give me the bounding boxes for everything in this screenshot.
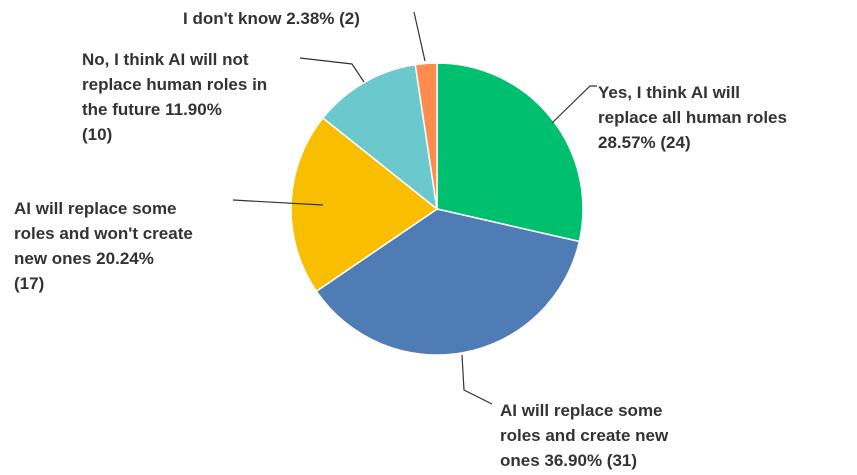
label-line: (17) (14, 274, 45, 293)
label-line: AI will replace some (500, 401, 663, 420)
slice-label-no-not-replace: No, I think AI will not replace human ro… (82, 47, 267, 147)
label-line: I don't know 2.38% (2) (183, 9, 360, 28)
leader-line (413, 11, 426, 62)
label-line: roles and create new (500, 426, 669, 445)
label-line: roles and won't create (14, 224, 193, 243)
leader-line (299, 57, 365, 83)
slice-yes-replace-all (436, 62, 584, 243)
leader-line (551, 85, 597, 124)
label-line: new ones 20.24% (14, 249, 154, 268)
slice-dont-know (414, 62, 438, 210)
label-line: (10) (82, 125, 113, 144)
slice-label-yes-replace-all: Yes, I think AI will replace all human r… (598, 80, 787, 155)
label-line: 28.57% (24) (598, 133, 691, 152)
label-line: the future 11.90% (82, 100, 222, 119)
slice-no-not-replace (321, 63, 439, 211)
label-line: replace all human roles (598, 108, 787, 127)
slice-replace-some-create-new (315, 208, 581, 356)
label-line: Yes, I think AI will (598, 83, 741, 102)
label-line: AI will replace some (14, 199, 177, 218)
leader-line (461, 354, 493, 405)
slice-label-dont-know: I don't know 2.38% (2) (183, 6, 360, 31)
label-line: replace human roles in (82, 75, 268, 94)
label-line: ones 36.90% (31) (500, 451, 638, 470)
slice-label-replace-some-create-new: AI will replace some roles and create ne… (500, 398, 668, 473)
slice-label-replace-some-no-new: AI will replace some roles and won't cre… (14, 196, 193, 296)
label-line: No, I think AI will not (82, 50, 249, 69)
leader-line (232, 199, 324, 206)
